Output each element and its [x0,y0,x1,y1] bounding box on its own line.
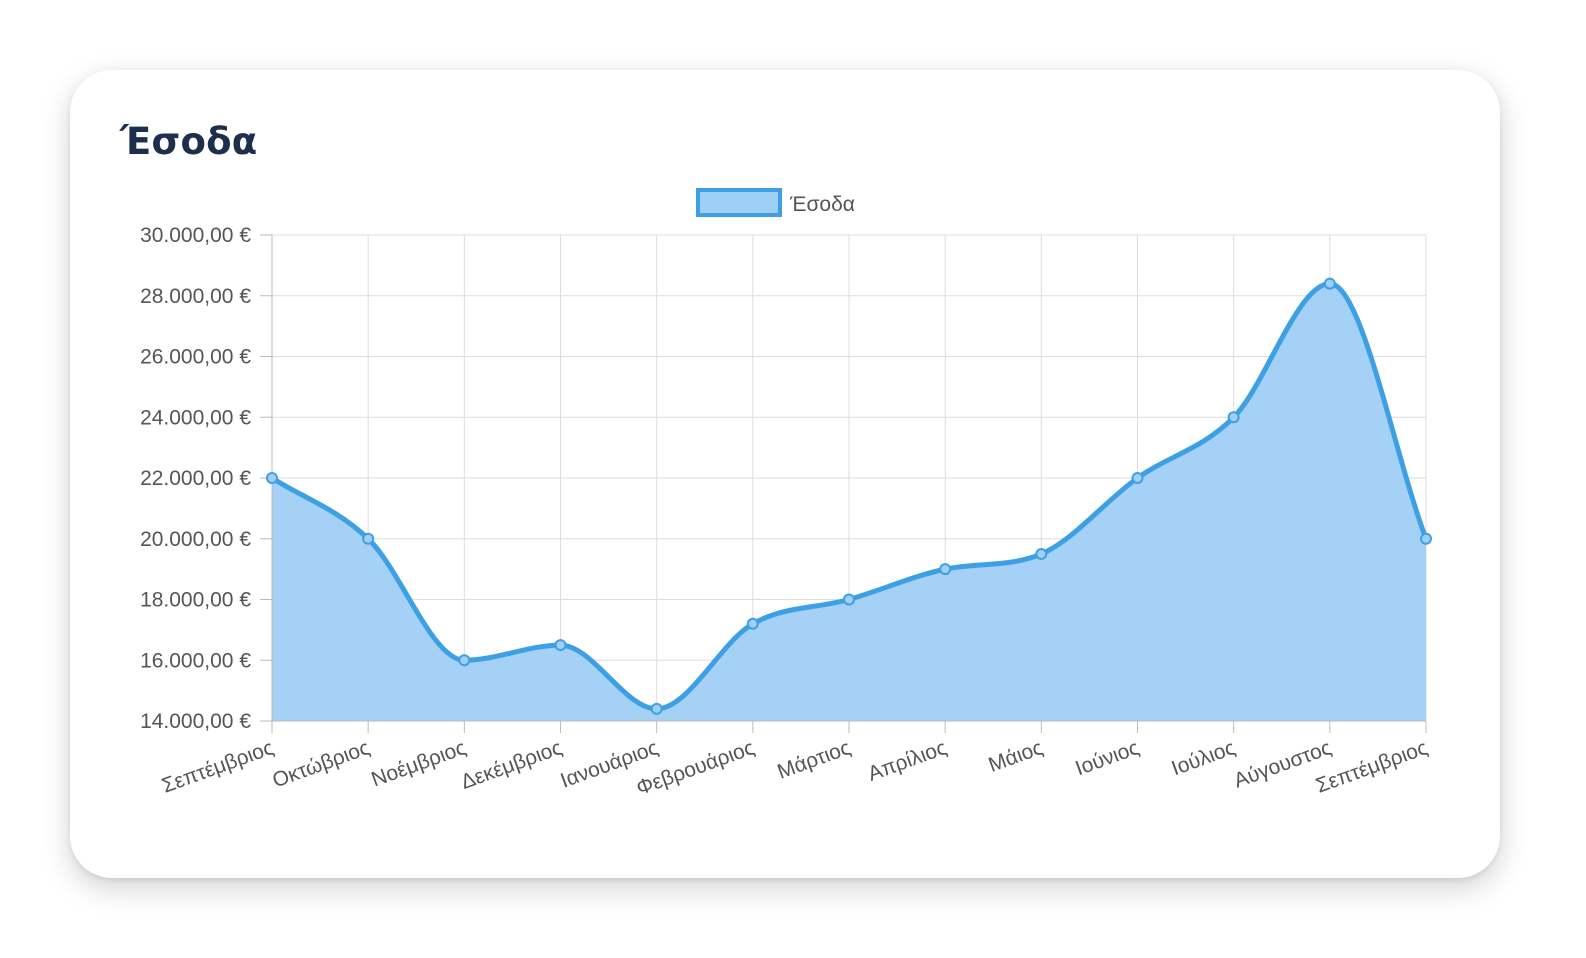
y-tick-label: 26.000,00 € [140,346,251,369]
x-tick-label: Μάιος [985,736,1046,777]
revenue-chart: Έσοδα 30.000,00 € 28.000,00 € 26.000,00 € 2… [140,188,1432,800]
y-tick-label: 20.000,00 € [140,528,251,551]
x-tick-label: Ιούλιος [1169,736,1239,780]
y-tick-label: 22.000,00 € [140,467,251,490]
legend[interactable]: Έσοδα [696,188,855,217]
y-tick-label: 24.000,00 € [140,406,251,429]
x-axis: ΣεπτέμβριοςΟκτώβριοςΝοέμβριοςΔεκέμβριοςΙ… [159,720,1431,800]
y-tick-label: 16.000,00 € [140,649,251,672]
x-tick-label: Μάρτιος [774,736,853,784]
y-tick-label: 14.000,00 € [140,710,251,733]
data-points [266,277,1432,715]
data-point [554,639,567,652]
data-point [650,702,663,715]
data-point [1131,472,1144,484]
data-point [1420,532,1432,545]
revenue-card: Έσοδα Έσοδα 30.000,00 € 28.000,00 € 26.000… [70,70,1500,878]
data-point [1035,547,1048,560]
y-tick-label: 18.000,00 € [140,589,251,612]
y-tick-label: 28.000,00 € [140,285,251,308]
series-area-fill [272,283,1426,721]
data-point [1227,411,1240,424]
data-point [746,617,759,630]
legend-label: Έσοδα [789,193,855,216]
y-tick-label: 30.000,00 € [140,224,251,247]
x-tick-label: Σεπτέμβριος [1313,736,1431,798]
x-tick-label: Απρίλιος [865,736,950,786]
data-point [362,532,375,545]
data-point [939,563,952,576]
data-point [266,472,278,484]
x-tick-label: Δεκέμβριος [458,736,565,794]
data-point [1323,277,1336,290]
x-tick-label: Νοέμβριος [368,736,469,791]
x-tick-label: Σεπτέμβριος [159,736,277,798]
x-tick-label: Ιούνιος [1072,736,1142,780]
card-title: Έσοδα [120,120,258,163]
data-point [843,593,855,606]
data-point [458,654,471,667]
legend-swatch [696,188,782,217]
y-axis: 30.000,00 € 28.000,00 € 26.000,00 € 24.000,… [140,224,273,733]
x-tick-label: Οκτώβριος [269,736,372,792]
